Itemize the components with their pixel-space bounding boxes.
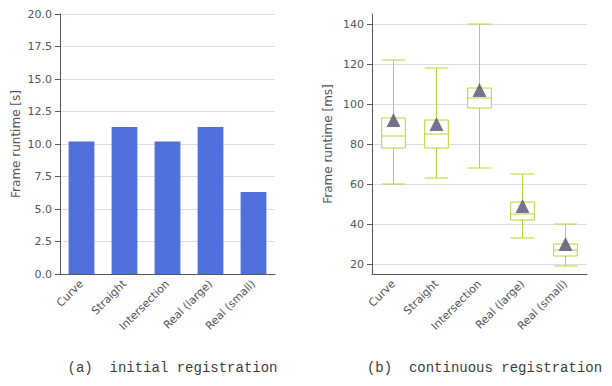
svg-text:Frame runtime [s]: Frame runtime [s] [9, 90, 23, 198]
svg-text:40: 40 [350, 218, 364, 231]
svg-text:Intersection: Intersection [428, 277, 485, 333]
svg-text:17.5: 17.5 [28, 40, 53, 53]
svg-text:0.0: 0.0 [35, 268, 53, 281]
svg-text:2.5: 2.5 [35, 235, 53, 248]
svg-text:5.0: 5.0 [35, 203, 53, 216]
svg-text:100: 100 [343, 98, 364, 111]
svg-text:Curve: Curve [54, 277, 86, 309]
svg-text:7.5: 7.5 [35, 170, 53, 183]
svg-text:15.0: 15.0 [28, 73, 53, 86]
svg-text:60: 60 [350, 178, 364, 191]
svg-text:80: 80 [350, 138, 364, 151]
svg-text:Straight: Straight [401, 277, 442, 318]
svg-text:Real (small): Real (small) [515, 277, 570, 332]
svg-text:Real (large): Real (large) [160, 277, 216, 332]
svg-text:Intersection: Intersection [116, 277, 173, 333]
svg-text:120: 120 [343, 58, 364, 71]
svg-text:140: 140 [343, 18, 364, 31]
svg-text:Real (large): Real (large) [472, 277, 528, 332]
svg-text:Straight: Straight [89, 277, 130, 318]
svg-text:(a) initial registration: (a) initial registration [67, 360, 277, 376]
svg-text:20.0: 20.0 [28, 8, 53, 21]
svg-text:Curve: Curve [366, 277, 398, 309]
svg-text:Frame runtime [ms]: Frame runtime [ms] [321, 84, 335, 204]
svg-text:20: 20 [350, 258, 364, 271]
svg-text:(b) continuous registration: (b) continuous registration [367, 360, 602, 376]
svg-text:Real (small): Real (small) [203, 277, 258, 332]
svg-text:12.5: 12.5 [28, 105, 53, 118]
svg-text:10.0: 10.0 [28, 138, 53, 151]
